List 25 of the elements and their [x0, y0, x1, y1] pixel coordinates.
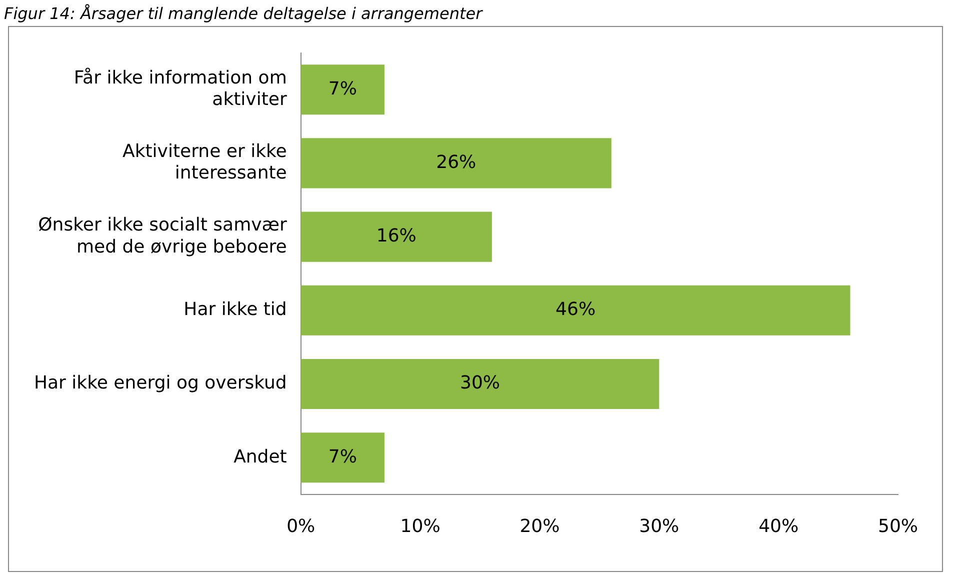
data-label: 26%	[436, 152, 476, 173]
bar	[300, 138, 612, 188]
chart-title: Figur 14: Årsager til manglende deltagelse i arrangementer	[4, 3, 482, 25]
x-tick-label: 20%	[520, 516, 560, 537]
y-tick-label: Har ikke tid	[184, 299, 287, 320]
bar	[300, 358, 660, 410]
y-tick-label: Andet	[234, 446, 287, 468]
y-tick-label: Får ikke information om aktiviter	[74, 67, 288, 110]
x-tick-label: 40%	[758, 516, 799, 537]
y-tick-label: Ønsker ikke socialt samvær med de øvrige beboere	[38, 214, 288, 258]
data-label: 16%	[376, 225, 416, 246]
bar	[300, 285, 850, 336]
data-label: 46%	[556, 299, 596, 320]
y-tick-label: Har ikke energi og overskud	[34, 372, 287, 394]
bar	[300, 432, 384, 483]
data-label: 7%	[328, 446, 357, 468]
data-label: 7%	[328, 78, 357, 100]
x-tick-label: 0%	[286, 516, 316, 537]
x-tick-label: 50%	[878, 516, 918, 537]
bar	[300, 212, 492, 262]
bar	[300, 64, 384, 115]
data-label: 30%	[460, 372, 500, 394]
x-tick-label: 10%	[400, 516, 440, 537]
x-tick-label: 30%	[639, 516, 680, 537]
y-tick-label: Aktiviterne er ikke interessante	[122, 141, 287, 184]
